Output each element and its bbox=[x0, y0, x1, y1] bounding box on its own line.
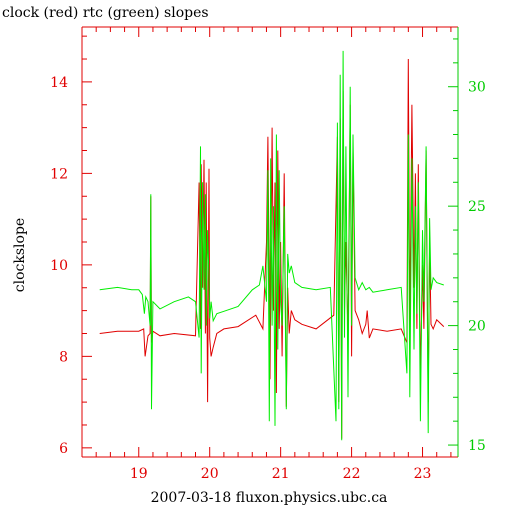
left-tick-label: 6 bbox=[59, 441, 68, 457]
bottom-tick-label: 23 bbox=[414, 466, 432, 482]
left-tick-label: 10 bbox=[50, 258, 68, 274]
tick-layer: 6 8 10 12 14 15 20 25 30 19 20 21 22 23 bbox=[50, 27, 486, 482]
bottom-tick-label: 19 bbox=[130, 466, 148, 482]
series-layer bbox=[99, 50, 445, 441]
bottom-tick-label: 22 bbox=[343, 466, 361, 482]
left-tick-label: 8 bbox=[59, 349, 68, 365]
right-tick-label: 25 bbox=[468, 199, 486, 215]
right-tick-label: 20 bbox=[468, 319, 486, 335]
left-tick-label: 12 bbox=[50, 166, 68, 182]
x-axis-label: 2007-03-18 fluxon.physics.ubc.ca bbox=[151, 490, 388, 506]
series-rtc-line bbox=[99, 50, 444, 441]
chart-title: clock (red) rtc (green) slopes bbox=[2, 5, 209, 21]
bottom-tick-label: 21 bbox=[272, 466, 290, 482]
y-axis-label: clockslope bbox=[12, 218, 28, 292]
left-tick-label: 14 bbox=[50, 75, 68, 91]
bottom-tick-label: 20 bbox=[201, 466, 219, 482]
right-tick-label: 15 bbox=[468, 438, 486, 454]
right-tick-label: 30 bbox=[468, 80, 486, 96]
